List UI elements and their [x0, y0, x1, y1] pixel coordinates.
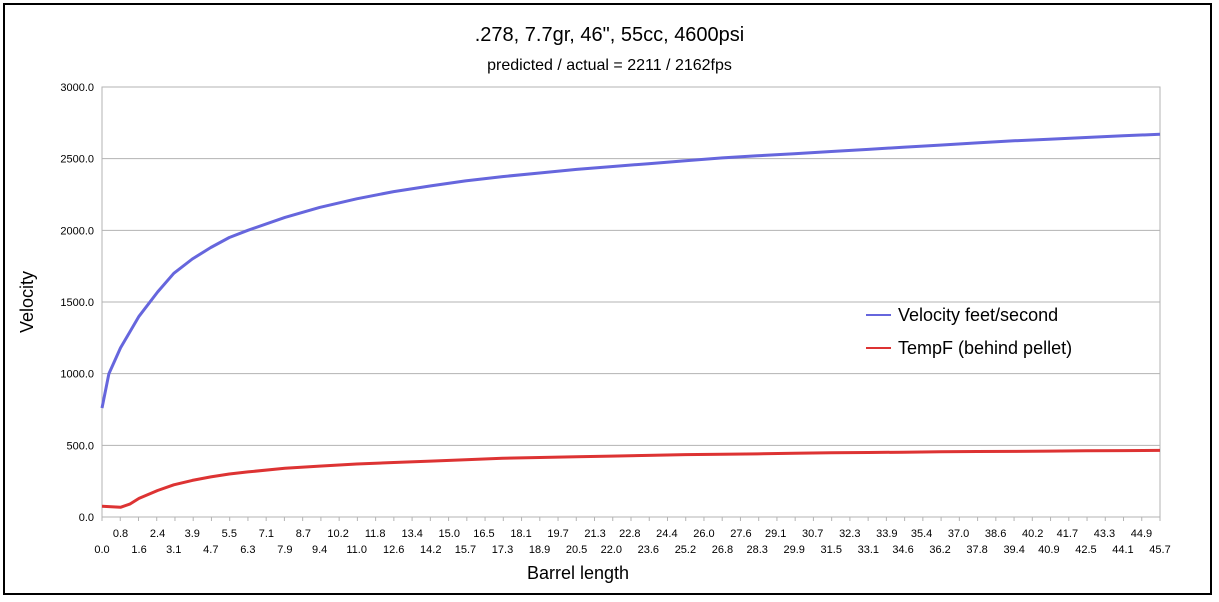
- x-tick-label: 15.0: [439, 528, 460, 540]
- x-tick-label: 9.4: [312, 544, 327, 556]
- x-tick-label: 27.6: [730, 528, 751, 540]
- y-tick-labels: 0.0 500.0 1000.0 1500.0 2000.0 2500.0 3000.0: [60, 82, 94, 524]
- x-tick-label: 26.0: [693, 528, 714, 540]
- y-tick-label: 2500.0: [60, 154, 94, 166]
- x-tick-label: 0.8: [113, 528, 128, 540]
- x-tick-label: 12.6: [383, 544, 404, 556]
- x-tick-label: 3.9: [185, 528, 200, 540]
- x-tick-label: 31.5: [821, 544, 842, 556]
- x-tick-label: 24.4: [656, 528, 677, 540]
- x-tick-label: 39.4: [1003, 544, 1024, 556]
- y-tick-label: 1500.0: [60, 297, 94, 309]
- x-tick-label: 22.0: [601, 544, 622, 556]
- y-tick-label: 2000.0: [60, 225, 94, 237]
- x-tick-label: 8.7: [296, 528, 311, 540]
- x-tick-label: 40.9: [1038, 544, 1059, 556]
- x-tick-label: 13.4: [402, 528, 423, 540]
- x-tick-label: 20.5: [566, 544, 587, 556]
- x-tick-label: 5.5: [222, 528, 237, 540]
- x-tick-label: 0.0: [94, 544, 109, 556]
- x-tick-label: 7.9: [277, 544, 292, 556]
- x-tick-label: 36.2: [929, 544, 950, 556]
- x-tick-label: 4.7: [203, 544, 218, 556]
- chart-title: .278, 7.7gr, 46", 55cc, 4600psi: [474, 24, 745, 46]
- x-tick-label: 3.1: [166, 544, 181, 556]
- x-tick-label: 35.4: [911, 528, 932, 540]
- x-tick-label: 11.0: [346, 544, 367, 556]
- legend-entry: Velocity feet/second: [898, 305, 1058, 325]
- x-tick-label: 17.3: [492, 544, 513, 556]
- x-tick-label: 34.6: [892, 544, 913, 556]
- x-tick-label: 11.8: [365, 528, 386, 540]
- x-tick-label: 38.6: [985, 528, 1006, 540]
- x-tick-label: 37.8: [966, 544, 987, 556]
- y-tick-label: 1000.0: [60, 369, 94, 381]
- x-tick-label: 26.8: [712, 544, 733, 556]
- series-line-1: [101, 448, 1161, 509]
- x-tick-label: 45.7: [1149, 544, 1170, 556]
- x-tick-label: 19.7: [547, 528, 568, 540]
- x-tick-label: 33.9: [876, 528, 897, 540]
- x-tick-label: 43.3: [1094, 528, 1115, 540]
- legend: Velocity feet/second TempF (behind pellet…: [866, 305, 1072, 358]
- y-tick-label: 500.0: [66, 440, 94, 452]
- x-tick-label: 10.2: [327, 528, 348, 540]
- chart-frame: [3, 3, 1212, 595]
- x-tick-label: 44.1: [1112, 544, 1133, 556]
- x-tick-label: 42.5: [1075, 544, 1096, 556]
- x-tick-label: 6.3: [240, 544, 255, 556]
- x-tick-label: 33.1: [858, 544, 879, 556]
- x-tick-label: 29.9: [784, 544, 805, 556]
- x-tick-label: 18.1: [510, 528, 531, 540]
- x-tick-label: 2.4: [150, 528, 165, 540]
- x-tick-label: 22.8: [619, 528, 640, 540]
- legend-entry: TempF (behind pellet): [898, 338, 1072, 358]
- x-tick-label: 37.0: [948, 528, 969, 540]
- grid-lines: [101, 86, 1161, 521]
- x-tick-label: 44.9: [1131, 528, 1152, 540]
- x-tick-label: 1.6: [131, 544, 146, 556]
- x-tick-label: 23.6: [638, 544, 659, 556]
- x-tick-label: 29.1: [765, 528, 786, 540]
- x-tick-label: 15.7: [455, 544, 476, 556]
- y-axis-label: Velocity: [17, 271, 37, 333]
- x-tick-label: 32.3: [839, 528, 860, 540]
- x-tick-label: 14.2: [420, 544, 441, 556]
- y-tick-label: 0.0: [79, 512, 94, 524]
- x-tick-label: 30.7: [802, 528, 823, 540]
- x-tick-label: 18.9: [529, 544, 550, 556]
- series-line-0: [100, 132, 1161, 409]
- x-tick-label: 25.2: [675, 544, 696, 556]
- x-axis-label: Barrel length: [527, 563, 629, 583]
- y-tick-label: 3000.0: [60, 82, 94, 94]
- x-tick-label: 40.2: [1022, 528, 1043, 540]
- x-tick-label: 21.3: [584, 528, 605, 540]
- x-tick-labels: 0.8 2.4 3.9 5.5 7.1 8.7 10.2 11.8 13.4 15.0 16.5 18…: [94, 528, 1170, 556]
- x-tick-label: 28.3: [746, 544, 767, 556]
- chart-subtitle: predicted / actual = 2211 / 2162fps: [487, 57, 732, 74]
- x-tick-label: 7.1: [259, 528, 274, 540]
- x-tick-label: 16.5: [473, 528, 494, 540]
- series-lines: [100, 132, 1161, 509]
- x-tick-label: 41.7: [1057, 528, 1078, 540]
